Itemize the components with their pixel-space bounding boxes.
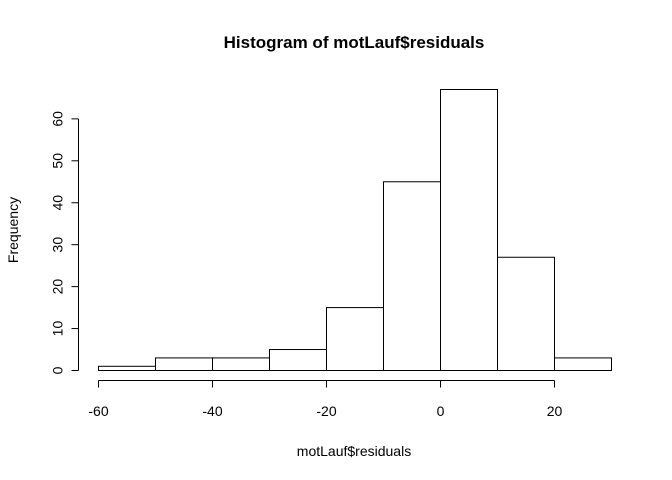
histogram-bar: [383, 181, 441, 371]
y-tick-label: 0: [50, 366, 66, 374]
y-tick-label: 10: [50, 321, 66, 337]
y-axis: 0 10 20 30 40 50 60: [50, 111, 79, 374]
y-tick-label: 50: [50, 153, 66, 169]
x-axis: -60 -40 -20 0 20: [88, 380, 563, 419]
x-tick-label: 20: [547, 403, 563, 419]
histogram-bar: [326, 307, 384, 371]
y-tick-label: 20: [50, 279, 66, 295]
histogram-bar: [554, 357, 612, 371]
histogram-bars: [98, 89, 612, 372]
x-tick-label: -60: [88, 403, 108, 419]
x-axis-label: motLauf$residuals: [297, 443, 411, 459]
histogram-bar: [155, 357, 213, 371]
histogram-bar: [98, 365, 156, 371]
y-tick-label: 30: [50, 237, 66, 253]
x-tick-label: -20: [316, 403, 336, 419]
histogram-bar: [440, 89, 498, 371]
x-tick-label: -40: [202, 403, 222, 419]
chart-title: Histogram of motLauf$residuals: [224, 33, 485, 52]
x-tick-label: 0: [437, 403, 445, 419]
histogram-bar: [269, 349, 327, 371]
y-tick-label: 40: [50, 195, 66, 211]
y-tick-label: 60: [50, 111, 66, 127]
y-axis-label: Frequency: [5, 197, 21, 263]
histogram-bar: [497, 256, 555, 372]
histogram-bar: [212, 357, 270, 371]
